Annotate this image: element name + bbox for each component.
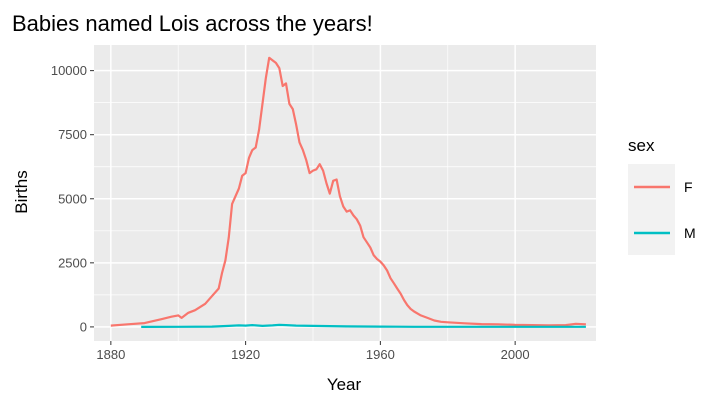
y-tick-label: 5000 [58, 191, 87, 206]
chart-title: Babies named Lois across the years! [12, 11, 373, 36]
y-axis-title: Births [12, 170, 31, 213]
plot-panel [94, 45, 596, 341]
series-line-M [141, 323, 586, 328]
x-tick-label: 2000 [501, 347, 530, 362]
legend-key-background [628, 164, 675, 255]
legend: sex F M [628, 136, 696, 255]
x-tick-label: 1960 [366, 347, 395, 362]
legend-title: sex [628, 136, 655, 155]
x-tick-label: 1920 [231, 347, 260, 362]
y-axis-ticks: 0 2500 5000 7500 10000 [51, 63, 94, 334]
x-axis-title: Year [327, 375, 362, 394]
x-axis-ticks: 1880 1920 1960 2000 [96, 341, 530, 362]
legend-label-F: F [684, 179, 693, 195]
series-line-F [110, 56, 586, 327]
y-tick-label: 0 [80, 319, 87, 334]
x-tick-label: 1880 [96, 347, 125, 362]
panel-background [94, 45, 596, 341]
y-tick-label: 2500 [58, 255, 87, 270]
legend-label-M: M [684, 225, 696, 241]
y-tick-label: 7500 [58, 127, 87, 142]
y-tick-label: 10000 [51, 63, 87, 78]
series-lines [110, 56, 586, 328]
